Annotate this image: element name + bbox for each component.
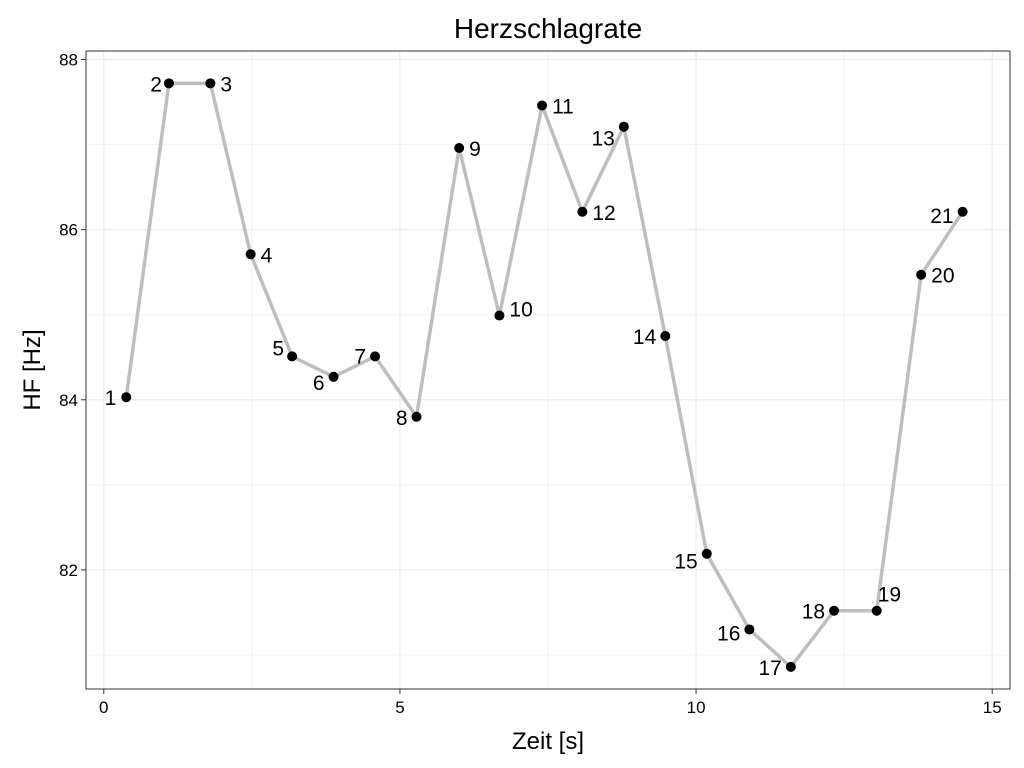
point-label: 6: [313, 372, 325, 395]
y-tick-label: 82: [59, 561, 78, 580]
point-label: 3: [220, 73, 232, 96]
data-point: [957, 206, 968, 217]
point-label: 16: [717, 622, 740, 645]
point-label: 21: [930, 205, 953, 228]
point-label: 20: [931, 265, 954, 288]
chart-title: Herzschlagrate: [454, 13, 642, 44]
data-point: [411, 411, 422, 422]
x-axis: 0 5 10 15: [99, 689, 1002, 717]
data-point: [660, 330, 671, 341]
plot-panel-border: [85, 50, 1011, 690]
y-tick-label: 86: [59, 221, 78, 240]
point-label: 2: [150, 73, 162, 96]
data-point: [494, 310, 505, 321]
data-point: [328, 371, 339, 382]
y-tick-label: 84: [59, 391, 78, 410]
x-tick-label: 5: [395, 698, 404, 717]
grid: [86, 51, 1010, 689]
data-point: [205, 78, 216, 89]
point-label: 4: [261, 244, 273, 267]
point-label: 10: [509, 299, 532, 322]
point-label: 1: [105, 387, 117, 410]
data-point: [537, 100, 548, 111]
x-tick-label: 0: [99, 698, 108, 717]
point-label: 8: [396, 407, 408, 430]
point-label: 13: [591, 128, 614, 151]
data-point: [916, 269, 927, 280]
y-axis-title: HF [Hz]: [19, 329, 46, 410]
point-label: 18: [802, 601, 825, 624]
data-point: [829, 605, 840, 616]
point-label: 12: [592, 202, 615, 225]
x-tick-label: 10: [687, 698, 706, 717]
point-label: 19: [878, 584, 901, 607]
point-label: 9: [469, 138, 481, 161]
data-point: [163, 78, 174, 89]
data-point: [121, 392, 132, 403]
data-point: [577, 206, 588, 217]
data-point: [287, 351, 298, 362]
point-label: 17: [758, 657, 781, 680]
point-label: 15: [674, 551, 697, 574]
point-label: 7: [354, 345, 366, 368]
point-label: 5: [272, 337, 284, 360]
data-point: [454, 142, 465, 153]
x-axis-title: Zeit [s]: [512, 728, 584, 755]
data-point: [245, 249, 256, 260]
data-point: [744, 624, 755, 635]
point-label: 14: [633, 326, 657, 349]
y-axis: 82 84 86 88: [59, 51, 86, 580]
data-point: [618, 121, 629, 132]
x-tick-label: 15: [983, 698, 1002, 717]
data-point: [370, 351, 381, 362]
data-point: [785, 661, 796, 672]
data-point: [701, 548, 712, 559]
data-point: [871, 605, 882, 616]
data-points: [121, 78, 968, 672]
y-tick-label: 88: [59, 51, 78, 70]
point-label: 11: [552, 95, 574, 118]
